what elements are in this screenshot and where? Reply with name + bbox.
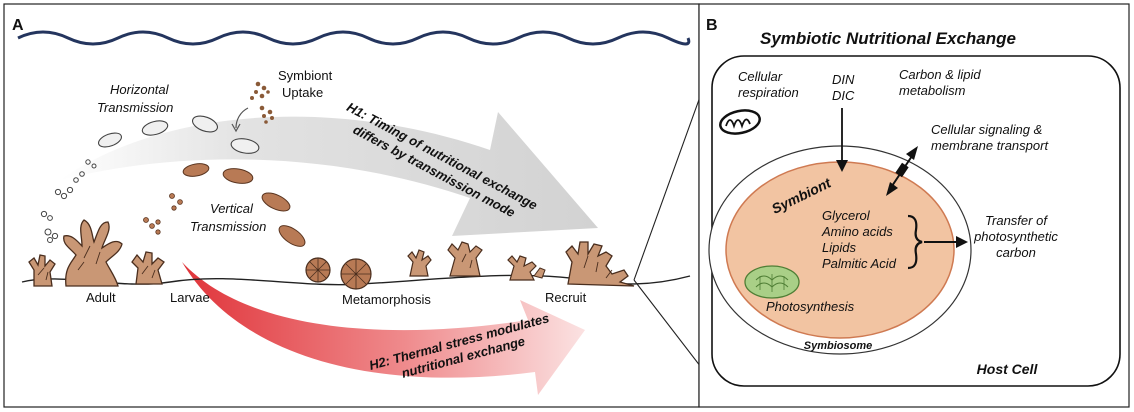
- dic-label: DIC: [832, 88, 855, 103]
- carbon-lipid-line-1: Carbon & lipid: [899, 67, 981, 82]
- horizontal-larvae: [97, 115, 260, 154]
- panel-b: B Symbiotic Nutritional Exchange: [698, 3, 1130, 408]
- horizontal-gametes: [40, 159, 97, 243]
- uptake-arrow: [235, 107, 249, 129]
- symbiosome-label: Symbiosome: [804, 340, 872, 352]
- stage-metamorphosis: Metamorphosis: [342, 292, 431, 307]
- adult-coral-small: [28, 254, 56, 287]
- h2-arrow: [182, 262, 585, 395]
- compound-brace: [907, 214, 923, 270]
- recruit-coral: [565, 241, 635, 287]
- signaling-line-2: membrane transport: [931, 138, 1049, 153]
- horizontal-transmission-line-2: Transmission: [97, 100, 173, 115]
- panel-a: A: [3, 3, 700, 408]
- symbiont-uptake-line-1: Symbiont: [278, 68, 333, 83]
- vertical-larvae: [182, 163, 306, 247]
- stage-larvae: Larvae: [170, 290, 210, 305]
- cellular-respiration-line-1: Cellular: [738, 69, 783, 84]
- vertical-gametes: [143, 193, 183, 235]
- compound-palmitic-acid: Palmitic Acid: [822, 256, 897, 271]
- polyp-3: [507, 255, 546, 281]
- membrane-transport-arrow: [886, 146, 918, 196]
- compound-glycerol: Glycerol: [822, 208, 871, 223]
- compound-lipids: Lipids: [822, 240, 856, 255]
- adult-coral-right: [131, 251, 165, 285]
- transfer-line-3: carbon: [996, 245, 1036, 260]
- photosynthesis-label: Photosynthesis: [766, 299, 855, 314]
- polyp-1: [407, 249, 432, 277]
- signaling-line-1: Cellular signaling &: [931, 122, 1042, 137]
- din-label: DIN: [832, 72, 855, 87]
- panel-b-title: Symbiotic Nutritional Exchange: [760, 29, 1016, 48]
- vertical-transmission-line-1: Vertical: [210, 201, 254, 216]
- h1-arrow: [60, 112, 598, 236]
- host-cell-label: Host Cell: [977, 361, 1039, 377]
- panel-a-letter: A: [12, 17, 24, 34]
- compound-amino-acids: Amino acids: [821, 224, 893, 239]
- stage-recruit: Recruit: [545, 290, 587, 305]
- polyp-2: [447, 241, 483, 277]
- cellular-respiration-line-2: respiration: [738, 85, 799, 100]
- stage-adult: Adult: [86, 290, 116, 305]
- carbon-lipid-line-2: metabolism: [899, 83, 966, 98]
- vertical-transmission-line-2: Transmission: [190, 219, 266, 234]
- transfer-line-2: photosynthetic: [973, 229, 1058, 244]
- metamorphosis-disc-large: [340, 258, 372, 290]
- symbiont-uptake-dots: [250, 81, 274, 124]
- metamorphosis-disc-small: [305, 257, 331, 283]
- adult-coral-large: [63, 219, 123, 287]
- transfer-line-1: Transfer of: [985, 213, 1048, 228]
- ocean-surface-wave: [17, 30, 691, 46]
- mitochondrion: [719, 109, 761, 135]
- horizontal-transmission-line-1: Horizontal: [110, 82, 170, 97]
- symbiont-uptake-line-2: Uptake: [282, 85, 323, 100]
- panel-b-letter: B: [706, 17, 718, 34]
- chloroplast: [744, 265, 800, 299]
